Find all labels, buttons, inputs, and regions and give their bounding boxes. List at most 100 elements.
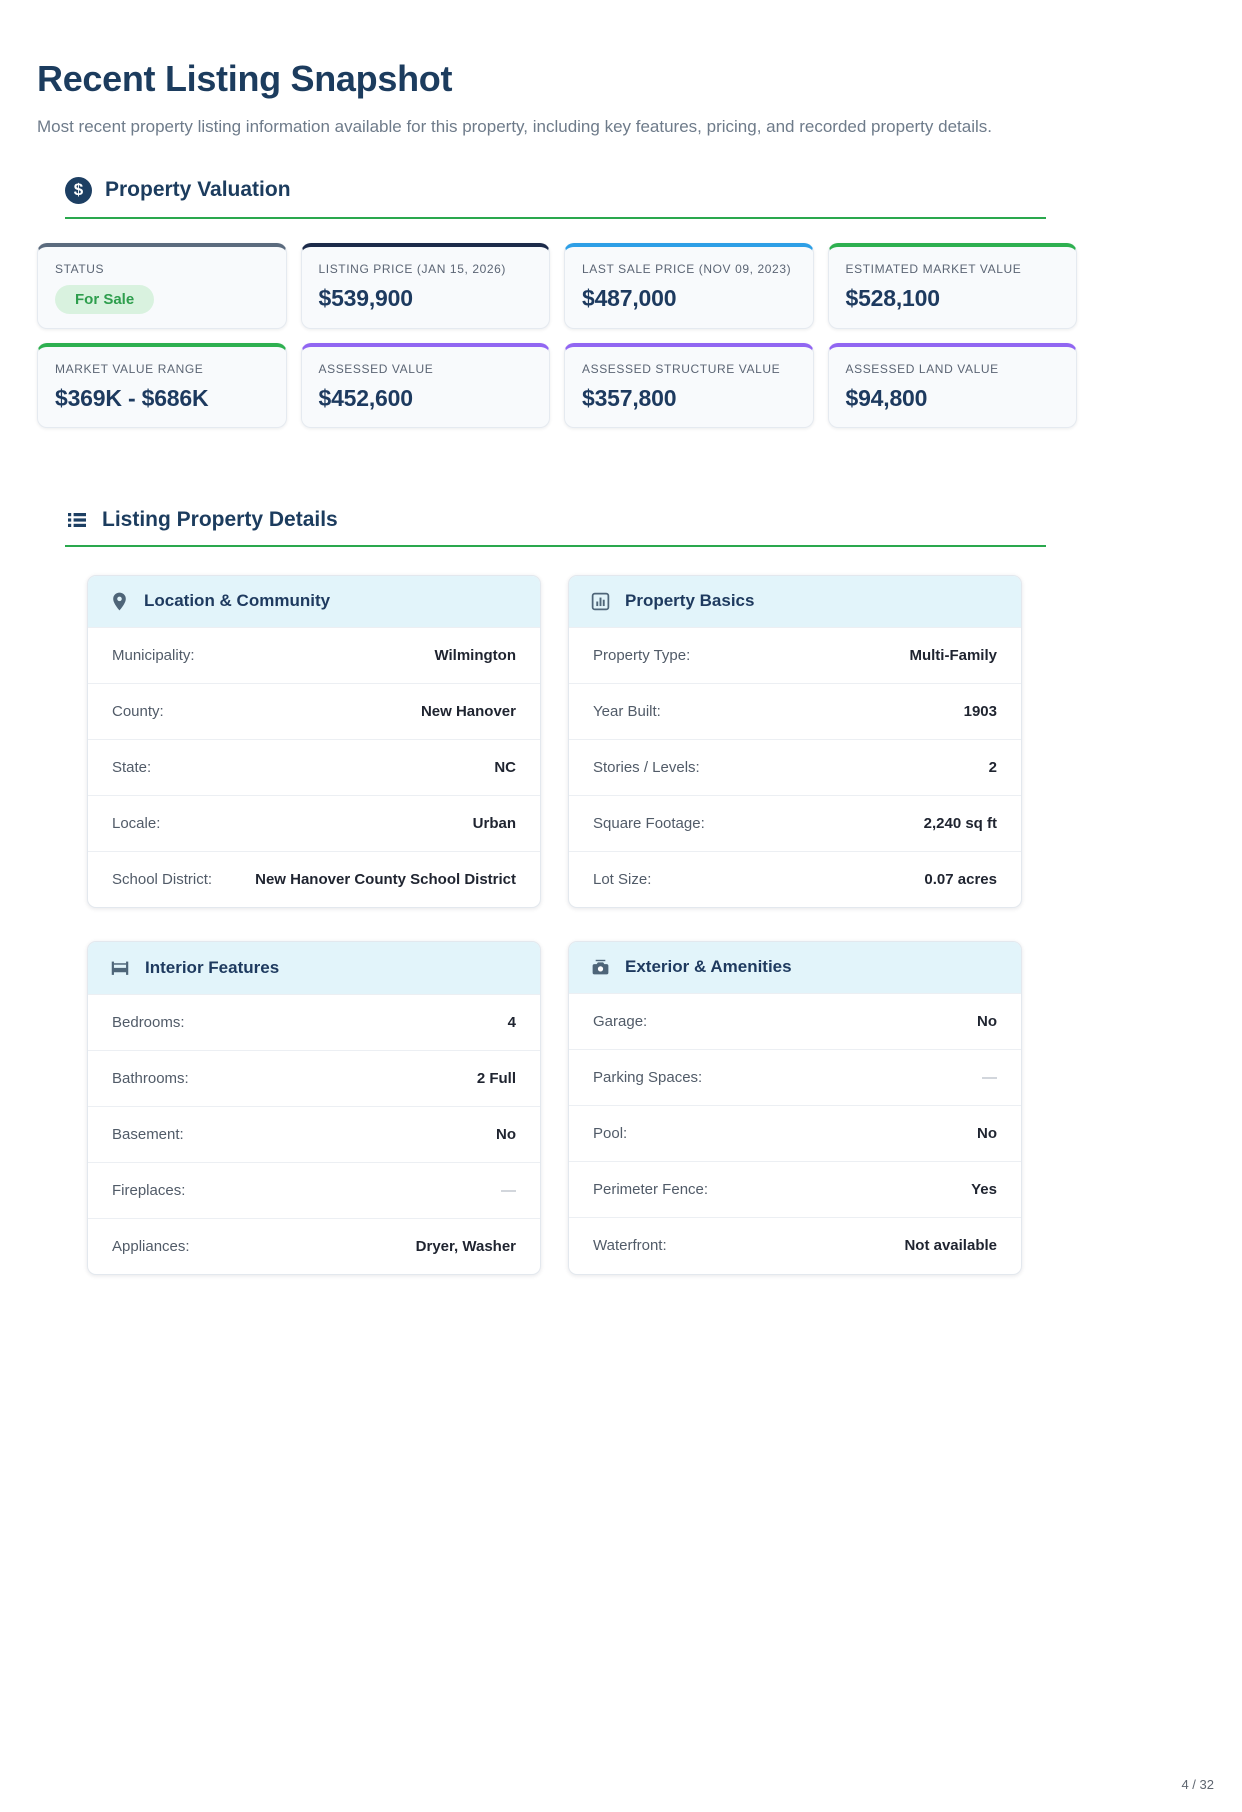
detail-row: Stories / Levels: 2 [569,738,1021,795]
row-label: Basement: [112,1125,184,1143]
report-page: Recent Listing Snapshot Most recent prop… [0,58,1242,1275]
row-value: — [501,1181,516,1199]
section-heading: $ Property Valuation [65,176,1046,219]
detail-card-grid: Location & Community Municipality: Wilmi… [87,574,1022,1275]
property-valuation-section: $ Property Valuation STATUS For Sale LIS… [37,176,1205,428]
card-label: ESTIMATED MARKET VALUE [845,261,1022,276]
card-title: Location & Community [144,591,331,611]
card-value: $369K - $686K [55,384,209,411]
page-title: Recent Listing Snapshot [37,58,453,99]
detail-row: School District: New Hanover County Scho… [88,850,540,907]
detail-card-exterior-amenities: Exterior & Amenities Garage: No Parking … [568,940,1022,1275]
row-value: 2 Full [476,1069,516,1087]
camera-icon [592,959,609,975]
row-label: Fireplaces: [112,1181,186,1199]
row-label: Perimeter Fence: [593,1180,709,1198]
valuation-card-assessed-structure-value: ASSESSED STRUCTURE VALUE $357,800 [564,342,814,428]
row-label: Locale: [112,814,161,832]
card-title: Exterior & Amenities [625,957,792,977]
card-value: $487,000 [582,284,677,311]
row-label: Property Type: [593,646,691,664]
row-label: Stories / Levels: [593,758,700,776]
valuation-card-estimated-market-value: ESTIMATED MARKET VALUE $528,100 [827,242,1077,329]
valuation-card-last-sale-price: LAST SALE PRICE (NOV 09, 2023) $487,000 [564,242,814,329]
valuation-card-listing-price: LISTING PRICE (JAN 15, 2026) $539,900 [300,242,550,329]
row-value: 0.07 acres [924,870,997,888]
row-label: Pool: [593,1124,628,1142]
row-value: No [977,1124,997,1142]
card-value: $452,600 [318,384,414,411]
card-label: LISTING PRICE (JAN 15, 2026) [318,261,507,276]
row-label: County: [112,702,164,720]
row-value: 4 [507,1013,516,1031]
card-label: MARKET VALUE RANGE [55,361,204,376]
map-pin-icon [113,592,126,611]
detail-row: Fireplaces: — [88,1161,540,1218]
row-value: New Hanover County School District [255,870,516,888]
row-label: Lot Size: [593,870,652,888]
row-value: 2,240 sq ft [923,814,997,832]
page-subtitle: Most recent property listing information… [37,117,992,136]
valuation-card-status: STATUS For Sale [37,242,287,329]
row-label: Waterfront: [593,1236,667,1254]
section-title: Property Valuation [105,178,291,202]
dollar-circle-icon: $ [65,176,92,204]
row-value: — [982,1068,997,1086]
card-label: ASSESSED VALUE [318,361,434,376]
row-value: Dryer, Washer [415,1237,516,1255]
row-value: Wilmington [434,646,516,664]
detail-card-property-basics: Property Basics Property Type: Multi-Fam… [568,574,1022,908]
section-heading: Listing Property Details [65,508,1046,547]
detail-row: Pool: No [569,1104,1021,1161]
detail-row: Perimeter Fence: Yes [569,1160,1021,1217]
detail-row: Garage: No [569,992,1021,1049]
row-label: Year Built: [593,702,661,720]
detail-row: Property Type: Multi-Family [569,626,1021,683]
valuation-card-market-value-range: MARKET VALUE RANGE $369K - $686K [37,342,287,428]
detail-row: Appliances: Dryer, Washer [88,1217,540,1274]
row-value: NC [494,758,516,776]
row-value: 1903 [963,702,997,720]
list-icon [68,512,86,527]
detail-row: State: NC [88,738,540,795]
card-header: Exterior & Amenities [569,941,1021,993]
card-label: ASSESSED STRUCTURE VALUE [582,361,781,376]
detail-card-interior-features: Interior Features Bedrooms: 4 Bathrooms:… [87,940,541,1275]
detail-row: Waterfront: Not available [569,1216,1021,1273]
card-title: Interior Features [145,957,280,977]
row-label: Appliances: [112,1237,190,1255]
status-badge: For Sale [55,284,155,314]
detail-row: Basement: No [88,1105,540,1162]
card-value: $528,100 [845,284,941,311]
row-value: No [496,1125,516,1143]
page-number: 4 / 32 [1181,1777,1214,1792]
detail-row: Municipality: Wilmington [88,626,540,683]
detail-row: Bathrooms: 2 Full [88,1049,540,1106]
row-label: Parking Spaces: [593,1068,703,1086]
detail-row: Bedrooms: 4 [88,993,540,1050]
section-title: Listing Property Details [102,507,338,531]
row-label: Municipality: [112,646,195,664]
card-header: Interior Features [88,941,540,994]
detail-row: Parking Spaces: — [569,1048,1021,1105]
detail-row: Year Built: 1903 [569,682,1021,739]
valuation-card-grid: STATUS For Sale LISTING PRICE (JAN 15, 2… [37,242,1077,428]
detail-row: Locale: Urban [88,794,540,851]
bar-chart-icon [591,592,610,611]
valuation-card-assessed-value: ASSESSED VALUE $452,600 [300,342,550,428]
row-label: State: [112,758,152,776]
card-title: Property Basics [625,591,755,611]
row-label: Bathrooms: [112,1069,189,1087]
row-label: School District: [112,870,213,888]
row-value: No [977,1012,997,1030]
row-value: New Hanover [420,702,516,720]
card-header: Location & Community [88,575,540,627]
detail-row: Lot Size: 0.07 acres [569,850,1021,907]
row-value: Urban [472,814,516,832]
card-value: $539,900 [318,284,414,311]
row-value: Not available [904,1236,997,1254]
row-value: 2 [988,758,997,776]
row-label: Bedrooms: [112,1013,185,1031]
detail-row: Square Footage: 2,240 sq ft [569,794,1021,851]
card-label: STATUS [55,261,105,276]
